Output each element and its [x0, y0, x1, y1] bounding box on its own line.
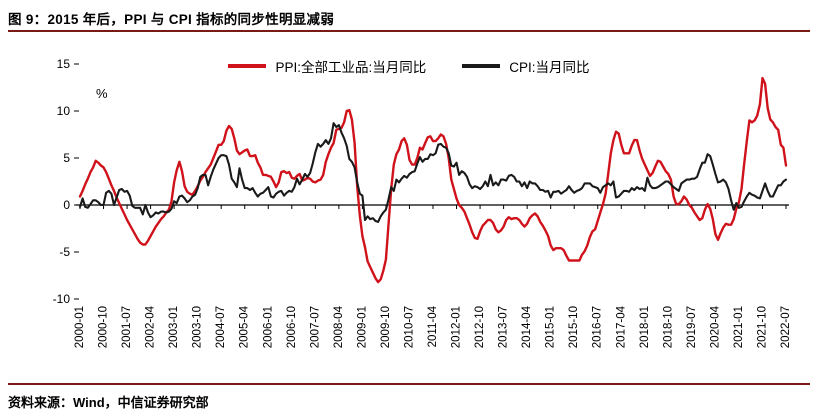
x-axis-tick-label: 2021-10 [756, 306, 768, 348]
ppi-series-line [78, 76, 788, 284]
x-axis-tick-label: 2015-10 [568, 306, 580, 348]
cpi-line-swatch [462, 64, 501, 68]
cpi-legend-label: CPI:当月同比 [509, 60, 590, 75]
x-axis-tick-label: 2019-07 [686, 306, 698, 348]
x-axis-tick-label: 2015-01 [545, 306, 557, 348]
y-axis-tick-label: 0 [63, 198, 70, 212]
x-axis-tick-label: 2006-01 [262, 306, 274, 348]
x-axis-tick-label: 2012-01 [451, 306, 463, 348]
x-axis-tick-label: 2003-01 [168, 306, 180, 348]
legend-item-cpi: CPI:当月同比 [462, 56, 590, 76]
ppi-line-swatch [228, 64, 267, 68]
x-axis-tick-label: 2016-07 [592, 306, 604, 348]
x-axis-tick-label: 2009-10 [380, 306, 392, 348]
x-axis-tick-label: 2009-01 [356, 306, 368, 348]
x-axis-tick-label: 2018-01 [639, 306, 651, 348]
x-axis-tick-label: 2003-10 [192, 306, 204, 348]
x-axis-tick-label: 2010-07 [403, 306, 415, 348]
source-note: 资料来源：Wind，中信证券研究部 [8, 395, 209, 410]
x-axis-tick-label: 2002-04 [145, 305, 157, 348]
x-axis-tick-label: 2005-04 [239, 305, 251, 348]
top-divider [8, 30, 810, 32]
y-axis-tick-label: 10 [57, 104, 71, 118]
x-axis-tick-label: 2017-04 [615, 305, 627, 348]
y-axis-tick-label: -5 [59, 245, 70, 259]
y-axis-unit-label: % [96, 86, 108, 101]
x-axis-tick-label: 2008-04 [333, 305, 345, 348]
x-axis-tick-label: 2007-07 [309, 306, 321, 348]
y-axis-tick-label: -10 [53, 292, 71, 306]
x-axis-tick-label: 2022-07 [780, 306, 792, 348]
x-axis-tick-label: 2011-04 [427, 305, 439, 347]
x-axis-tick-label: 2012-10 [474, 306, 486, 348]
x-axis-tick-label: 2004-07 [215, 306, 227, 348]
ppi-legend-label: PPI:全部工业品:当月同比 [275, 60, 427, 75]
bottom-divider [8, 383, 810, 385]
x-axis-tick-label: 2006-10 [286, 306, 298, 348]
y-axis-tick-label: 5 [63, 151, 70, 165]
chart-legend: PPI:全部工业品:当月同比 CPI:当月同比 [0, 56, 818, 76]
cpi-series-line [78, 122, 788, 223]
legend-item-ppi: PPI:全部工业品:当月同比 [228, 56, 426, 76]
y-axis-tick-label: 15 [57, 57, 71, 71]
x-axis-tick-label: 2000-10 [98, 306, 110, 348]
figure-title: 图 9：2015 年后，PPI 与 CPI 指标的同步性明显减弱 [8, 12, 335, 27]
x-axis-tick-label: 2014-04 [521, 305, 533, 348]
x-axis-tick-label: 2001-07 [121, 306, 133, 348]
x-axis-tick-label: 2020-04 [709, 305, 721, 348]
x-axis-tick-label: 2000-01 [74, 306, 86, 348]
x-axis-tick-label: 2018-10 [662, 306, 674, 348]
x-axis-tick-label: 2013-07 [498, 306, 510, 348]
x-axis-tick-label: 2021-01 [733, 306, 745, 348]
